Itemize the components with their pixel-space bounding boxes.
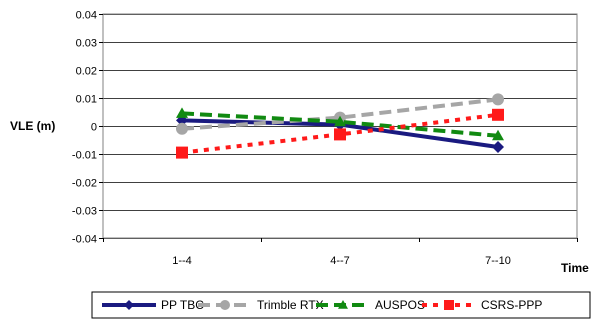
series-auspos bbox=[176, 107, 504, 141]
y-tick-label: 0.02 bbox=[76, 66, 97, 78]
y-tick-label: 0.04 bbox=[76, 10, 97, 22]
y-tick-label: -0.01 bbox=[72, 150, 97, 162]
x-axis-title: Time bbox=[561, 261, 589, 275]
data-point-csrs-ppp bbox=[334, 128, 346, 141]
y-tick-label: -0.03 bbox=[72, 206, 97, 218]
x-tick-label: 4--7 bbox=[330, 255, 350, 267]
axes: 0.04 0.03 0.02 0.01 0 -0.01 -0.02 -0.03 -0.04 1--… bbox=[72, 10, 578, 267]
data-point-csrs-ppp bbox=[492, 108, 504, 121]
data-point-auspos bbox=[492, 129, 504, 141]
series-csrs-ppp bbox=[176, 108, 504, 159]
y-tick-label: 0.01 bbox=[76, 94, 97, 106]
y-tick-label: -0.04 bbox=[72, 234, 97, 246]
legend: PP TBC Trimble RTX AUSPOS CSRS-PPP bbox=[91, 291, 591, 319]
legend-marker-csrs-ppp bbox=[444, 300, 454, 310]
y-tick-label: -0.02 bbox=[72, 178, 97, 190]
legend-label-trimble-rtx: Trimble RTX bbox=[257, 298, 324, 312]
legend-marker-auspos bbox=[338, 300, 348, 309]
y-tick-label: 0 bbox=[91, 122, 97, 134]
data-point-pp-tbc bbox=[492, 141, 504, 153]
series-line-csrs-ppp bbox=[181, 112, 499, 155]
data-point-auspos bbox=[334, 115, 346, 127]
x-tick-label: 1--4 bbox=[172, 255, 192, 267]
legend-label-csrs-ppp: CSRS-PPP bbox=[481, 298, 542, 312]
y-axis-title: VLE (m) bbox=[10, 119, 55, 133]
data-point-csrs-ppp bbox=[176, 146, 188, 159]
data-point-auspos bbox=[176, 107, 188, 118]
series-group bbox=[176, 93, 504, 159]
legend-label-auspos: AUSPOS bbox=[375, 298, 425, 312]
data-point-trimble-rtx bbox=[492, 93, 504, 106]
data-point-trimble-rtx bbox=[176, 122, 188, 135]
y-tick-label: 0.03 bbox=[76, 38, 97, 50]
legend-marker-pp-tbc bbox=[124, 300, 134, 310]
legend-box bbox=[91, 291, 591, 319]
series-line-auspos bbox=[181, 111, 499, 138]
legend-label-pp-tbc: PP TBC bbox=[161, 298, 204, 312]
x-tick-label: 7--10 bbox=[485, 255, 511, 267]
legend-marker-trimble-rtx bbox=[220, 300, 230, 310]
